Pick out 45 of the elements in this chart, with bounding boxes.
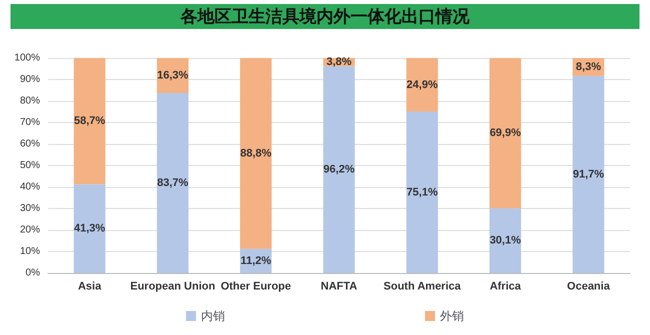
data-label: 83,7% bbox=[157, 177, 189, 190]
x-tick-label: NAFTA bbox=[320, 280, 358, 292]
bar bbox=[74, 58, 106, 184]
data-label: 88,8% bbox=[240, 147, 272, 160]
data-label: 75,1% bbox=[406, 186, 438, 198]
data-label: 58,7% bbox=[74, 115, 106, 128]
bar bbox=[240, 58, 272, 249]
x-tick-label: Other Europe bbox=[220, 280, 292, 292]
y-tick-label: 30% bbox=[20, 203, 40, 214]
x-tick-label: Oceania bbox=[567, 280, 611, 292]
y-tick-label: 100% bbox=[14, 52, 40, 64]
data-label: 69,9% bbox=[490, 127, 522, 140]
x-tick-label: Asia bbox=[78, 280, 102, 292]
y-tick-label: 40% bbox=[20, 182, 40, 192]
data-label: 11,2% bbox=[240, 254, 272, 267]
bar bbox=[489, 58, 522, 208]
y-tick-label: 10% bbox=[20, 246, 40, 257]
bar bbox=[572, 76, 604, 273]
y-tick-label: 0% bbox=[26, 268, 40, 278]
bar bbox=[489, 208, 522, 273]
chart-title: 各地区卫生洁具境内外一体化出口情况 bbox=[180, 7, 470, 26]
legend-label: 内销 bbox=[201, 309, 225, 323]
data-label: 30,1% bbox=[490, 234, 522, 247]
y-tick-label: 60% bbox=[20, 138, 40, 150]
bar bbox=[406, 112, 438, 273]
x-tick-label: South America bbox=[384, 280, 462, 292]
legend-label: 外销 bbox=[440, 309, 464, 323]
bar bbox=[156, 93, 189, 273]
data-label: 8,3% bbox=[576, 60, 602, 73]
bar bbox=[323, 66, 355, 273]
y-tick-label: 90% bbox=[20, 74, 40, 85]
x-tick-label: European Union bbox=[130, 280, 216, 292]
y-tick-label: 20% bbox=[20, 224, 40, 236]
y-tick-label: 50% bbox=[20, 160, 40, 171]
data-label: 24,9% bbox=[406, 78, 438, 91]
data-label: 41,3% bbox=[74, 222, 106, 235]
bar bbox=[406, 58, 438, 112]
y-tick-label: 80% bbox=[20, 96, 40, 106]
data-label: 96,2% bbox=[323, 164, 355, 176]
bar bbox=[74, 184, 106, 273]
data-label: 16,3% bbox=[157, 70, 189, 82]
data-label: 3,8% bbox=[326, 56, 352, 68]
y-tick-label: 70% bbox=[20, 117, 40, 128]
x-tick-label: Africa bbox=[490, 280, 522, 292]
data-label: 91,7% bbox=[572, 168, 604, 180]
